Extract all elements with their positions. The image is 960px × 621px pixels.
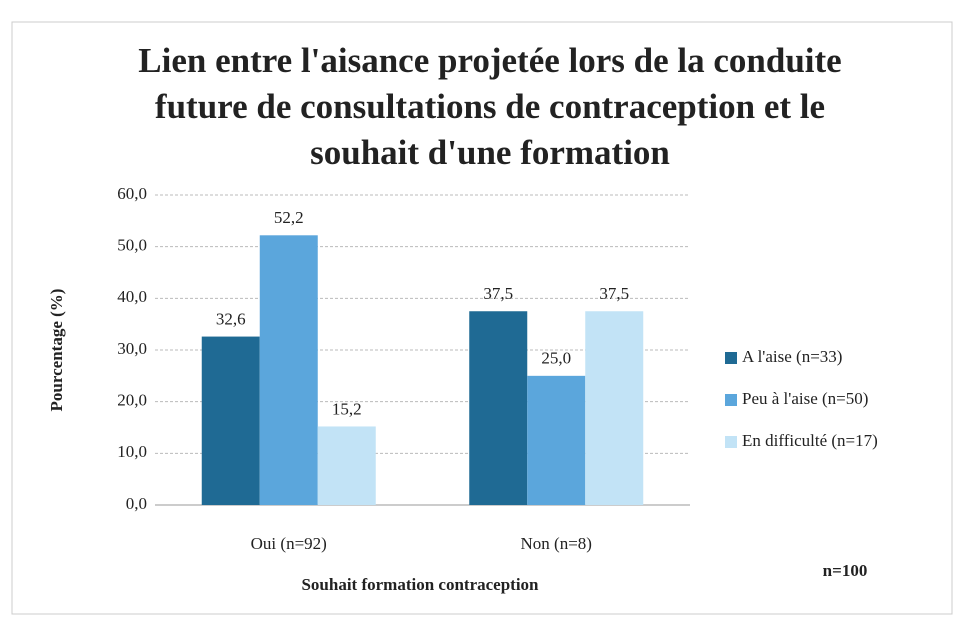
chart-title: Lien entre l'aisance projetée lors de la… [138,41,842,172]
data-label: 32,6 [216,309,246,328]
annotation: n=100 [823,561,868,580]
bar [527,375,586,505]
bar [317,426,376,505]
bar [469,311,528,505]
y-tick-label: 0,0 [126,494,147,513]
y-tick-label: 20,0 [117,391,147,410]
y-tick-label: 60,0 [117,184,147,203]
y-tick-label: 10,0 [117,442,147,461]
y-tick-label: 40,0 [117,287,147,306]
legend-label: A l'aise (n=33) [742,347,842,366]
legend-swatch [725,394,737,406]
y-tick-label: 30,0 [117,339,147,358]
x-tick-label: Oui (n=92) [251,534,327,553]
data-label: 37,5 [599,284,629,303]
chart-frame [11,21,953,615]
bar [201,336,260,505]
data-label: 37,5 [483,284,513,303]
data-label: 15,2 [332,399,362,418]
legend-swatch [725,352,737,364]
legend-swatch [725,436,737,448]
legend-label: En difficulté (n=17) [742,431,878,450]
bar [259,235,318,506]
bar [585,311,644,505]
y-tick-label: 50,0 [117,236,147,255]
legend-label: Peu à l'aise (n=50) [742,389,868,408]
y-axis-title: Pourcentage (%) [47,289,66,412]
x-tick-label: Non (n=8) [521,534,592,553]
data-label: 52,2 [274,208,304,227]
data-label: 25,0 [541,349,571,368]
x-axis-title: Souhait formation contraception [301,575,539,594]
